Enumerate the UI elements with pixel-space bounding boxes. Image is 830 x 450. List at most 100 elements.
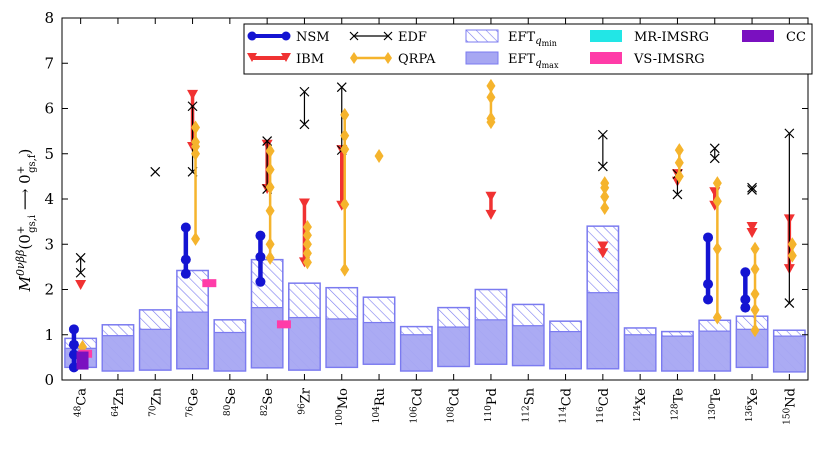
y-tick-label-3: 3 [44, 235, 54, 253]
qrpa-130te-point-0 [712, 310, 722, 325]
isotope-element: Se [261, 388, 276, 405]
eft-qmax-box-76ge [176, 311, 209, 370]
isotope-mass: 130 [708, 403, 718, 420]
qrpa-116cd-point-0 [600, 201, 610, 216]
eft-qmax-box-70zn [138, 328, 172, 371]
isotope-element: Mo [336, 388, 351, 409]
nsm-48ca-point-1 [68, 349, 79, 360]
x-tick-label-150nd: 150Nd [782, 388, 798, 425]
isotope-element: Ge [187, 388, 202, 406]
svg-text:MR-IMSRG: MR-IMSRG [634, 30, 709, 45]
svg-text:EDF: EDF [398, 30, 427, 45]
ibm-96zr-point-1 [298, 198, 310, 209]
isotope-element: Cd [448, 388, 463, 406]
y-tick-label-0: 0 [44, 371, 54, 389]
eft-qmax-box-124xe [623, 334, 657, 372]
svg-text:IBM: IBM [296, 52, 324, 67]
nsm-130te-point-0 [703, 294, 714, 305]
x-tick-label-70zn: 70Zn [148, 387, 164, 416]
isotope-mass: 116 [596, 406, 606, 423]
qrpa-100mo-point-1 [340, 197, 350, 212]
nsm-136xe-point-1 [740, 294, 751, 305]
isotope-element: Te [709, 388, 724, 404]
axes: 01234567848Ca64Zn70Zn76Ge80Se82Se96Zr100… [44, 9, 809, 426]
nsm-82se-point-1 [255, 251, 266, 262]
nsm-76ge-point-0 [180, 268, 191, 279]
x-tick-label-136xe: 136Xe [745, 388, 761, 422]
eft-qmax-box-82se [250, 307, 284, 369]
qrpa-96zr-point-4 [302, 220, 312, 235]
edf-48ca-point-0 [75, 267, 86, 278]
ibm-136xe-point-0 [746, 227, 758, 238]
isotope-element: Te [671, 388, 686, 404]
qrpa-96zr-point-3 [302, 228, 312, 243]
x-tick-label-100mo: 100Mo [335, 388, 351, 426]
isotope-mass: 112 [521, 405, 531, 422]
edf-76ge-point-1 [187, 101, 198, 112]
eft-qmax-box-100mo [325, 318, 359, 368]
isotope-element: Zn [149, 387, 164, 405]
qrpa-100mo-point-0 [340, 262, 350, 277]
eft-qmax-box-106cd [400, 334, 433, 372]
qrpa-104ru-point-0 [374, 149, 384, 164]
edf-96zr-point-1 [299, 86, 310, 97]
legend-frame [243, 23, 813, 75]
isotope-mass: 110 [484, 405, 494, 422]
y-tick-label-4: 4 [44, 190, 54, 208]
edf-116cd-point-1 [597, 129, 608, 140]
legend-item-qrpa: QRPA [350, 52, 436, 67]
qrpa-110pd-point-2 [486, 90, 496, 105]
eft-qmax-box-108cd [437, 326, 470, 368]
legend-item-eft-qmin: EFTqmin [465, 29, 557, 48]
isotope-element: Pd [485, 388, 500, 405]
eft-qmax-box-130te [698, 330, 732, 372]
eft-qmax-box-112sn [511, 325, 545, 367]
qrpa-116cd-point-3 [600, 176, 610, 191]
qrpa-82se-point-2 [265, 203, 275, 218]
ibm-136xe-point-1 [746, 222, 758, 233]
isotope-mass: 108 [447, 406, 457, 423]
cc-48ca-point-0 [76, 351, 89, 370]
eft-qmax-box-110pd [474, 319, 508, 365]
isotope-mass: 82 [260, 405, 270, 416]
plot-area [64, 225, 806, 373]
data-marks [68, 78, 797, 373]
x-tick-label-76ge: 76Ge [186, 388, 202, 418]
isotope-mass: 150 [782, 407, 792, 424]
isotope-mass: 100 [335, 409, 345, 426]
edf-128te-point-0 [672, 189, 683, 200]
eft-qmax-box-136xe [735, 328, 769, 368]
x-tick-label-106cd: 106Cd [409, 388, 425, 423]
eft-qmax-box-116cd [586, 292, 620, 370]
x-tick-label-82se: 82Se [260, 388, 276, 416]
qrpa-130te-point-2 [712, 194, 722, 209]
y-tick-label-5: 5 [44, 145, 54, 163]
qrpa-82se-point-3 [265, 180, 275, 195]
x-tick-label-108cd: 108Cd [447, 388, 463, 423]
isotope-mass: 80 [223, 404, 233, 416]
isotope-element: Cd [560, 388, 575, 406]
qrpa-136xe-point-1 [750, 302, 760, 317]
isotope-element: Xe [634, 388, 649, 405]
edf-150nd-point-0 [784, 298, 795, 308]
legend-item-mr-imsrg: MR-IMSRG [590, 30, 709, 45]
qrpa-128te-point-0 [674, 169, 684, 184]
qrpa-136xe-point-4 [750, 241, 760, 256]
qrpa-82se-point-0 [265, 250, 275, 265]
nsm-82se-point-0 [255, 276, 266, 287]
x-tick-label-124xe: 124Xe [633, 388, 649, 422]
x-tick-label-114cd: 114Cd [559, 388, 575, 423]
isotope-element: Cd [410, 388, 425, 406]
isotope-mass: 70 [148, 405, 158, 417]
isotope-mass: 128 [670, 403, 680, 420]
nsm-76ge-point-2 [180, 222, 191, 233]
qrpa-76ge-point-4 [191, 120, 201, 135]
x-tick-label-112sn: 112Sn [521, 387, 537, 422]
isotope-mass: 96 [297, 403, 307, 415]
x-tick-label-128te: 128Te [670, 388, 686, 421]
x-tick-label-96zr: 96Zr [297, 387, 313, 414]
edf-48ca-point-1 [75, 252, 86, 263]
isotope-element: Zr [298, 387, 313, 403]
qrpa-136xe-point-2 [750, 287, 760, 302]
edf-96zr-point-0 [299, 119, 310, 130]
